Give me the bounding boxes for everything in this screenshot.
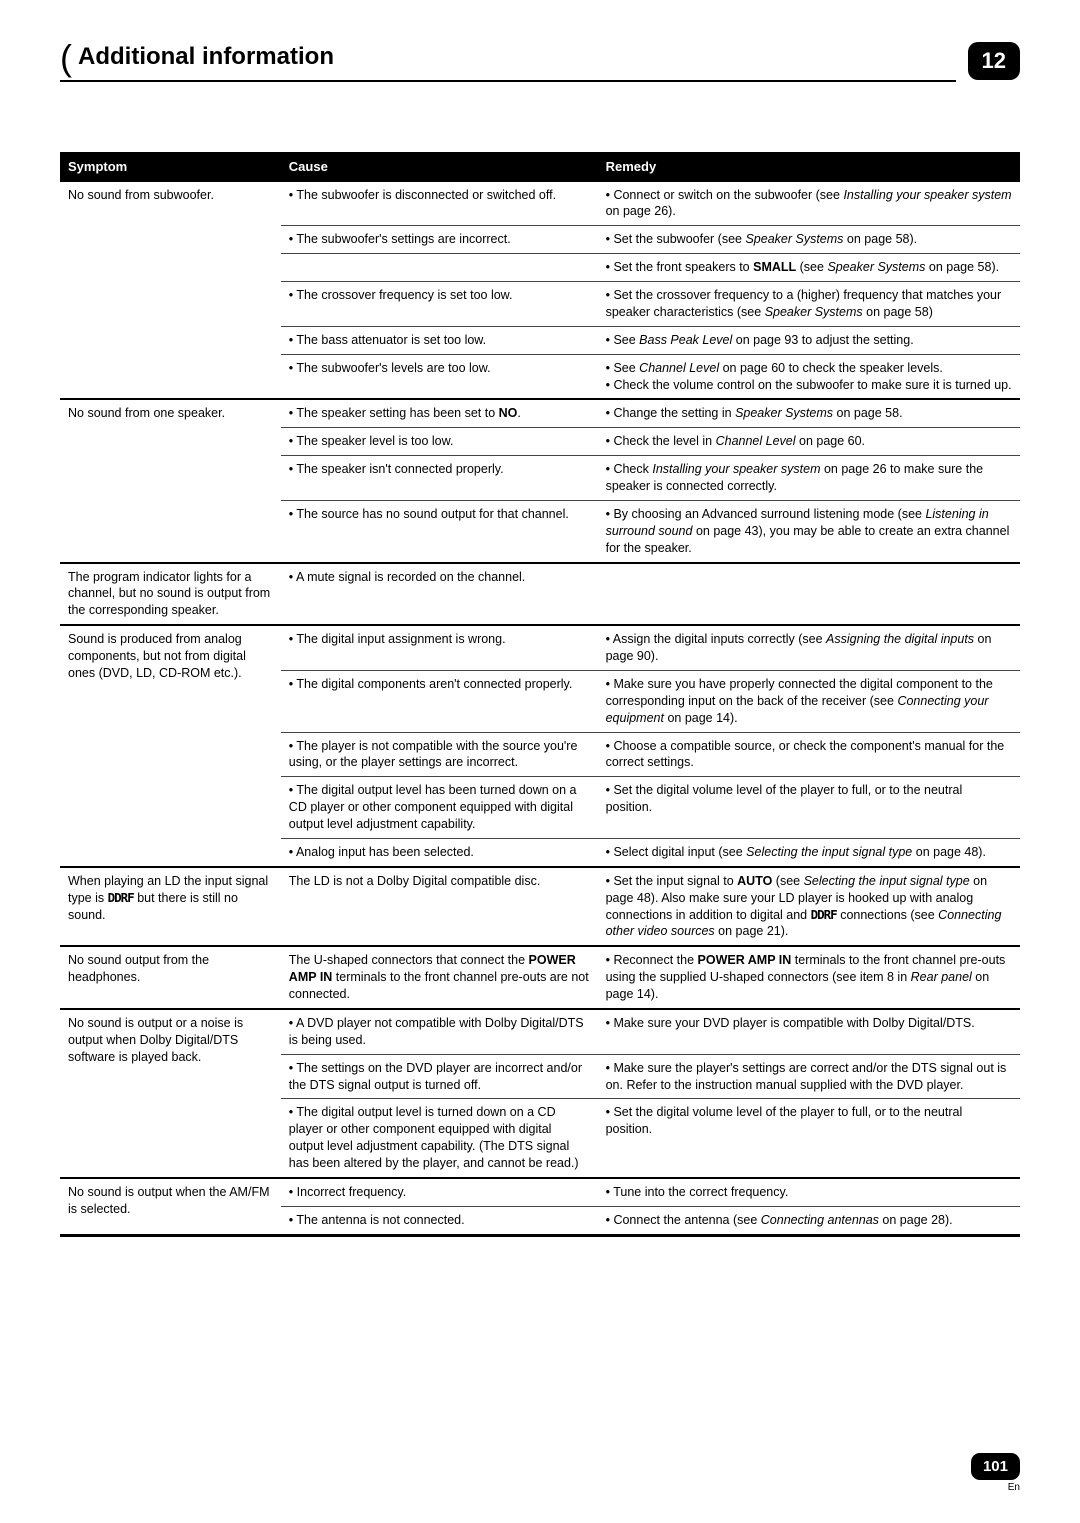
cause-cell: • The subwoofer is disconnected or switc…: [281, 182, 598, 226]
cause-cell: The U-shaped connectors that connect the…: [281, 946, 598, 1009]
cause-cell: • The player is not compatible with the …: [281, 732, 598, 777]
symptom-cell: Sound is produced from analog components…: [60, 625, 281, 867]
symptom-cell: No sound from subwoofer.: [60, 182, 281, 400]
remedy-cell: • Check Installing your speaker system o…: [598, 456, 1020, 501]
remedy-cell: • Assign the digital inputs correctly (s…: [598, 625, 1020, 670]
remedy-cell: • Set the front speakers to SMALL (see S…: [598, 254, 1020, 282]
table-row: When playing an LD the input signal type…: [60, 867, 1020, 947]
remedy-cell: [598, 563, 1020, 626]
cause-cell: • The subwoofer's levels are too low.: [281, 354, 598, 399]
cause-cell: The LD is not a Dolby Digital compatible…: [281, 867, 598, 947]
cause-cell: [281, 254, 598, 282]
cause-cell: • A mute signal is recorded on the chann…: [281, 563, 598, 626]
col-remedy: Remedy: [598, 152, 1020, 182]
remedy-cell: • Tune into the correct frequency.: [598, 1178, 1020, 1206]
table-row: Sound is produced from analog components…: [60, 625, 1020, 670]
page-footer: 101 En: [971, 1453, 1020, 1493]
remedy-cell: • Set the crossover frequency to a (high…: [598, 282, 1020, 327]
symptom-cell: No sound is output when the AM/FM is sel…: [60, 1178, 281, 1235]
remedy-cell: • Set the digital volume level of the pl…: [598, 777, 1020, 839]
cause-cell: • The speaker setting has been set to NO…: [281, 399, 598, 427]
page-number-badge: 101: [971, 1453, 1020, 1480]
section-title: Additional information: [72, 43, 342, 77]
table-row: No sound is output when the AM/FM is sel…: [60, 1178, 1020, 1206]
remedy-cell: • Set the input signal to AUTO (see Sele…: [598, 867, 1020, 947]
remedy-cell: • By choosing an Advanced surround liste…: [598, 500, 1020, 562]
symptom-cell: When playing an LD the input signal type…: [60, 867, 281, 947]
table-row: No sound from one speaker.• The speaker …: [60, 399, 1020, 427]
cause-cell: • The antenna is not connected.: [281, 1206, 598, 1235]
remedy-cell: • Connect or switch on the subwoofer (se…: [598, 182, 1020, 226]
remedy-cell: • Set the digital volume level of the pl…: [598, 1099, 1020, 1178]
cause-cell: • Incorrect frequency.: [281, 1178, 598, 1206]
section-title-wrap: ( Additional information ): [60, 40, 956, 82]
troubleshooting-table: Symptom Cause Remedy No sound from subwo…: [60, 152, 1020, 1237]
page-language: En: [971, 1482, 1020, 1493]
remedy-cell: • Reconnect the POWER AMP IN terminals t…: [598, 946, 1020, 1009]
cause-cell: • The settings on the DVD player are inc…: [281, 1054, 598, 1099]
col-symptom: Symptom: [60, 152, 281, 182]
cause-cell: • A DVD player not compatible with Dolby…: [281, 1009, 598, 1054]
col-cause: Cause: [281, 152, 598, 182]
remedy-cell: • Set the subwoofer (see Speaker Systems…: [598, 226, 1020, 254]
remedy-cell: • Select digital input (see Selecting th…: [598, 838, 1020, 866]
table-row: The program indicator lights for a chann…: [60, 563, 1020, 626]
remedy-cell: • See Channel Level on page 60 to check …: [598, 354, 1020, 399]
table-row: No sound output from the headphones.The …: [60, 946, 1020, 1009]
page-header: ( Additional information ) 12: [60, 40, 1020, 82]
cause-cell: • The source has no sound output for tha…: [281, 500, 598, 562]
chapter-number-badge: 12: [968, 42, 1020, 80]
remedy-cell: • Make sure you have properly connected …: [598, 670, 1020, 732]
remedy-cell: • Make sure the player's settings are co…: [598, 1054, 1020, 1099]
remedy-cell: • Choose a compatible source, or check t…: [598, 732, 1020, 777]
symptom-cell: No sound from one speaker.: [60, 399, 281, 562]
cause-cell: • The speaker isn't connected properly.: [281, 456, 598, 501]
table-header-row: Symptom Cause Remedy: [60, 152, 1020, 182]
paren-left: (: [60, 40, 72, 80]
symptom-cell: The program indicator lights for a chann…: [60, 563, 281, 626]
remedy-cell: • Make sure your DVD player is compatibl…: [598, 1009, 1020, 1054]
cause-cell: • The speaker level is too low.: [281, 428, 598, 456]
symptom-cell: No sound is output or a noise is output …: [60, 1009, 281, 1178]
remedy-cell: • Check the level in Channel Level on pa…: [598, 428, 1020, 456]
table-row: No sound is output or a noise is output …: [60, 1009, 1020, 1054]
remedy-cell: • Connect the antenna (see Connecting an…: [598, 1206, 1020, 1235]
table-row: No sound from subwoofer.• The subwoofer …: [60, 182, 1020, 226]
cause-cell: • The digital input assignment is wrong.: [281, 625, 598, 670]
cause-cell: • The subwoofer's settings are incorrect…: [281, 226, 598, 254]
cause-cell: • The digital components aren't connecte…: [281, 670, 598, 732]
cause-cell: • The digital output level has been turn…: [281, 777, 598, 839]
cause-cell: • The crossover frequency is set too low…: [281, 282, 598, 327]
cause-cell: • Analog input has been selected.: [281, 838, 598, 866]
cause-cell: • The bass attenuator is set too low.: [281, 326, 598, 354]
symptom-cell: No sound output from the headphones.: [60, 946, 281, 1009]
remedy-cell: • Change the setting in Speaker Systems …: [598, 399, 1020, 427]
cause-cell: • The digital output level is turned dow…: [281, 1099, 598, 1178]
remedy-cell: • See Bass Peak Level on page 93 to adju…: [598, 326, 1020, 354]
